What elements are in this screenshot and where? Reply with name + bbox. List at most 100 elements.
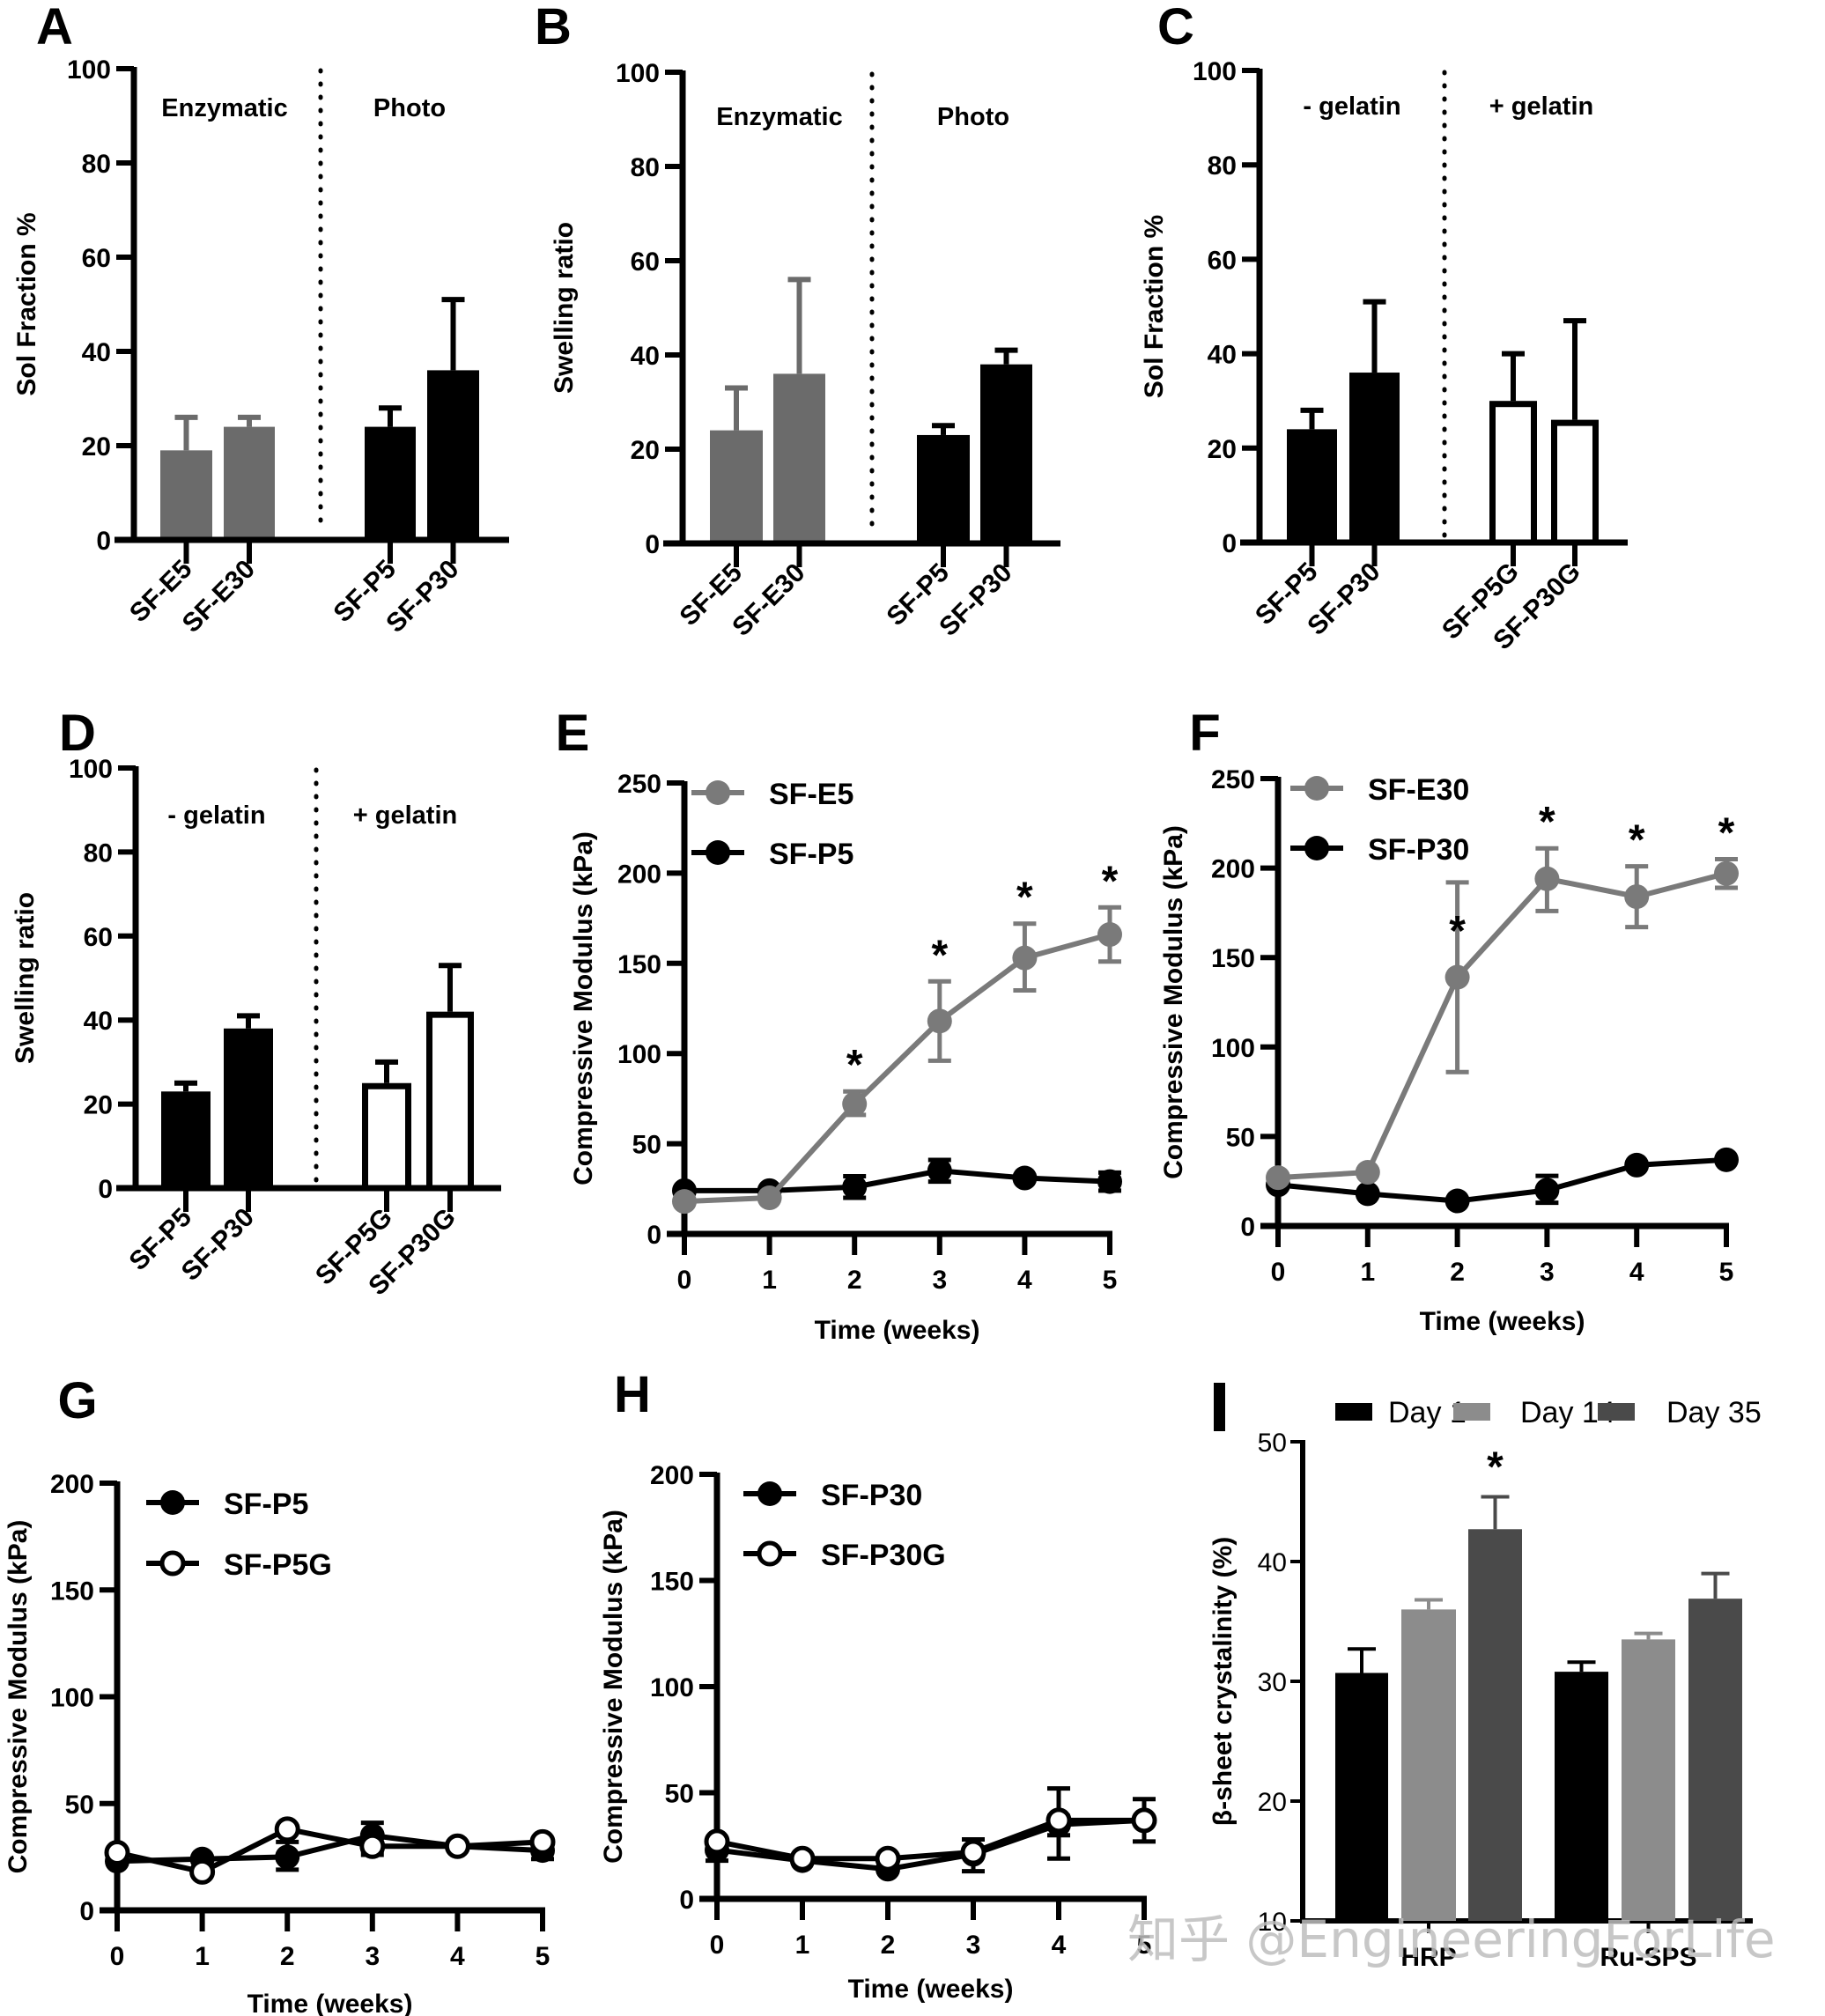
- y-tick-label: 60: [1208, 246, 1237, 275]
- bar: [224, 1028, 273, 1188]
- group-label: Enzymatic: [161, 94, 287, 122]
- data-point: [1624, 1152, 1650, 1178]
- data-point: [1012, 1165, 1038, 1191]
- data-point: [1097, 922, 1122, 948]
- x-axis-title: Time (weeks): [815, 1316, 980, 1345]
- y-axis-title: Sol Fraction %: [12, 212, 41, 395]
- y-tick-label: 200: [617, 860, 661, 889]
- panel-h: H Compressive Modulus (kPa) 0 50 100 150 200 0 1…: [599, 1366, 1157, 2004]
- data-point: [104, 1840, 130, 1866]
- bar: [1622, 1639, 1675, 1921]
- y-tick-label: 60: [631, 247, 660, 277]
- data-point: [960, 1839, 986, 1865]
- bar: [1287, 429, 1337, 543]
- y-axis-title: Compressive Modulus (kPa): [569, 831, 598, 1185]
- legend-label: SF-P30: [1368, 833, 1469, 867]
- data-point: [1714, 1147, 1739, 1172]
- watermark: 知乎 @EngineeringForLife: [1127, 1909, 1776, 1969]
- x-axis-title: Time (weeks): [1420, 1307, 1585, 1336]
- y-tick-label: 150: [50, 1577, 94, 1606]
- y-tick-label: 10: [1258, 1908, 1287, 1937]
- y-tick-label: 40: [1258, 1548, 1287, 1577]
- significance-marker: *: [1449, 908, 1466, 955]
- y-axis-title: Compressive Modulus (kPa): [599, 1510, 628, 1864]
- legend-label: SF-E5: [769, 778, 853, 811]
- y-tick-label: 0: [79, 1897, 94, 1926]
- significance-marker: *: [846, 1042, 863, 1089]
- y-tick-label: 80: [631, 153, 660, 182]
- data-point: [529, 1828, 556, 1855]
- panel-label: B: [535, 0, 572, 55]
- bar: [710, 430, 763, 543]
- group-label: Enzymatic: [716, 103, 842, 131]
- y-tick-label: 0: [96, 527, 111, 556]
- panel-label: A: [36, 0, 73, 55]
- bar: [917, 434, 970, 543]
- data-point: [927, 1008, 952, 1034]
- significance-marker: *: [931, 932, 948, 978]
- x-tick-label: 2: [847, 1266, 862, 1295]
- data-point: [1266, 1165, 1290, 1191]
- y-tick-label: 80: [82, 150, 111, 179]
- legend-swatch: [1335, 1403, 1372, 1421]
- panel-label: C: [1157, 0, 1194, 55]
- x-tick-label: 1: [1360, 1258, 1375, 1287]
- significance-marker: *: [1016, 875, 1033, 921]
- legend-marker: [706, 780, 730, 805]
- y-tick-label: 100: [617, 1040, 661, 1069]
- series-line-sf-p30: [716, 1817, 1145, 1872]
- data-point: [1131, 1807, 1157, 1834]
- y-tick-label: 50: [1226, 1123, 1255, 1152]
- y-tick-label: 20: [1258, 1788, 1287, 1817]
- data-point: [672, 1189, 697, 1215]
- bar: [980, 364, 1032, 543]
- y-axis-title: β-sheet crystalinity (%): [1208, 1537, 1238, 1826]
- bar: [1489, 401, 1537, 546]
- x-tick-label: 0: [677, 1266, 692, 1295]
- x-tick-label: 3: [365, 1942, 380, 1971]
- x-tick-label: 4: [450, 1942, 465, 1971]
- y-tick-label: 100: [50, 1684, 94, 1713]
- y-tick-label: 0: [645, 530, 660, 559]
- bar: [224, 426, 275, 540]
- data-point: [789, 1845, 816, 1872]
- data-point: [875, 1845, 901, 1872]
- data-point: [842, 1174, 868, 1200]
- data-point: [1534, 866, 1560, 891]
- y-axis-title: Swelling ratio: [550, 222, 579, 394]
- y-tick-label: 250: [617, 770, 661, 799]
- y-tick-label: 80: [1208, 151, 1237, 181]
- y-tick-label: 100: [650, 1673, 694, 1702]
- y-tick-label: 50: [665, 1780, 694, 1809]
- bar: [427, 370, 479, 540]
- y-tick-label: 200: [1211, 855, 1255, 884]
- data-point: [189, 1858, 216, 1885]
- y-tick-label: 20: [84, 1091, 113, 1120]
- panel-i: Iβ-sheet crystalinity (%)1020304050*HRPR…: [1208, 1383, 1762, 1972]
- legend-label: SF-E30: [1368, 773, 1469, 807]
- group-label: - gelatin: [1303, 92, 1400, 121]
- y-tick-label: 80: [84, 838, 113, 868]
- significance-marker: *: [1487, 1444, 1504, 1491]
- legend-marker: [706, 840, 730, 865]
- x-tick-label: 1: [795, 1931, 810, 1960]
- x-category-label: Ru-SPS: [1600, 1943, 1696, 1972]
- bar: [1551, 419, 1599, 546]
- y-axis-title: Sol Fraction %: [1140, 215, 1169, 398]
- data-point: [927, 1158, 952, 1184]
- legend-label: SF-P5: [769, 838, 853, 871]
- x-tick-label: 3: [1540, 1258, 1555, 1287]
- y-axis-title: Compressive Modulus (kPa): [1159, 825, 1188, 1179]
- y-tick-label: 40: [631, 342, 660, 371]
- data-point: [274, 1816, 300, 1842]
- legend-label: SF-P30G: [821, 1539, 946, 1572]
- y-tick-label: 150: [650, 1568, 694, 1597]
- data-point: [704, 1828, 730, 1855]
- legend-marker: [160, 1490, 185, 1515]
- legend-swatch: [1598, 1403, 1635, 1421]
- x-tick-label: 2: [881, 1931, 896, 1960]
- y-tick-label: 50: [65, 1791, 94, 1820]
